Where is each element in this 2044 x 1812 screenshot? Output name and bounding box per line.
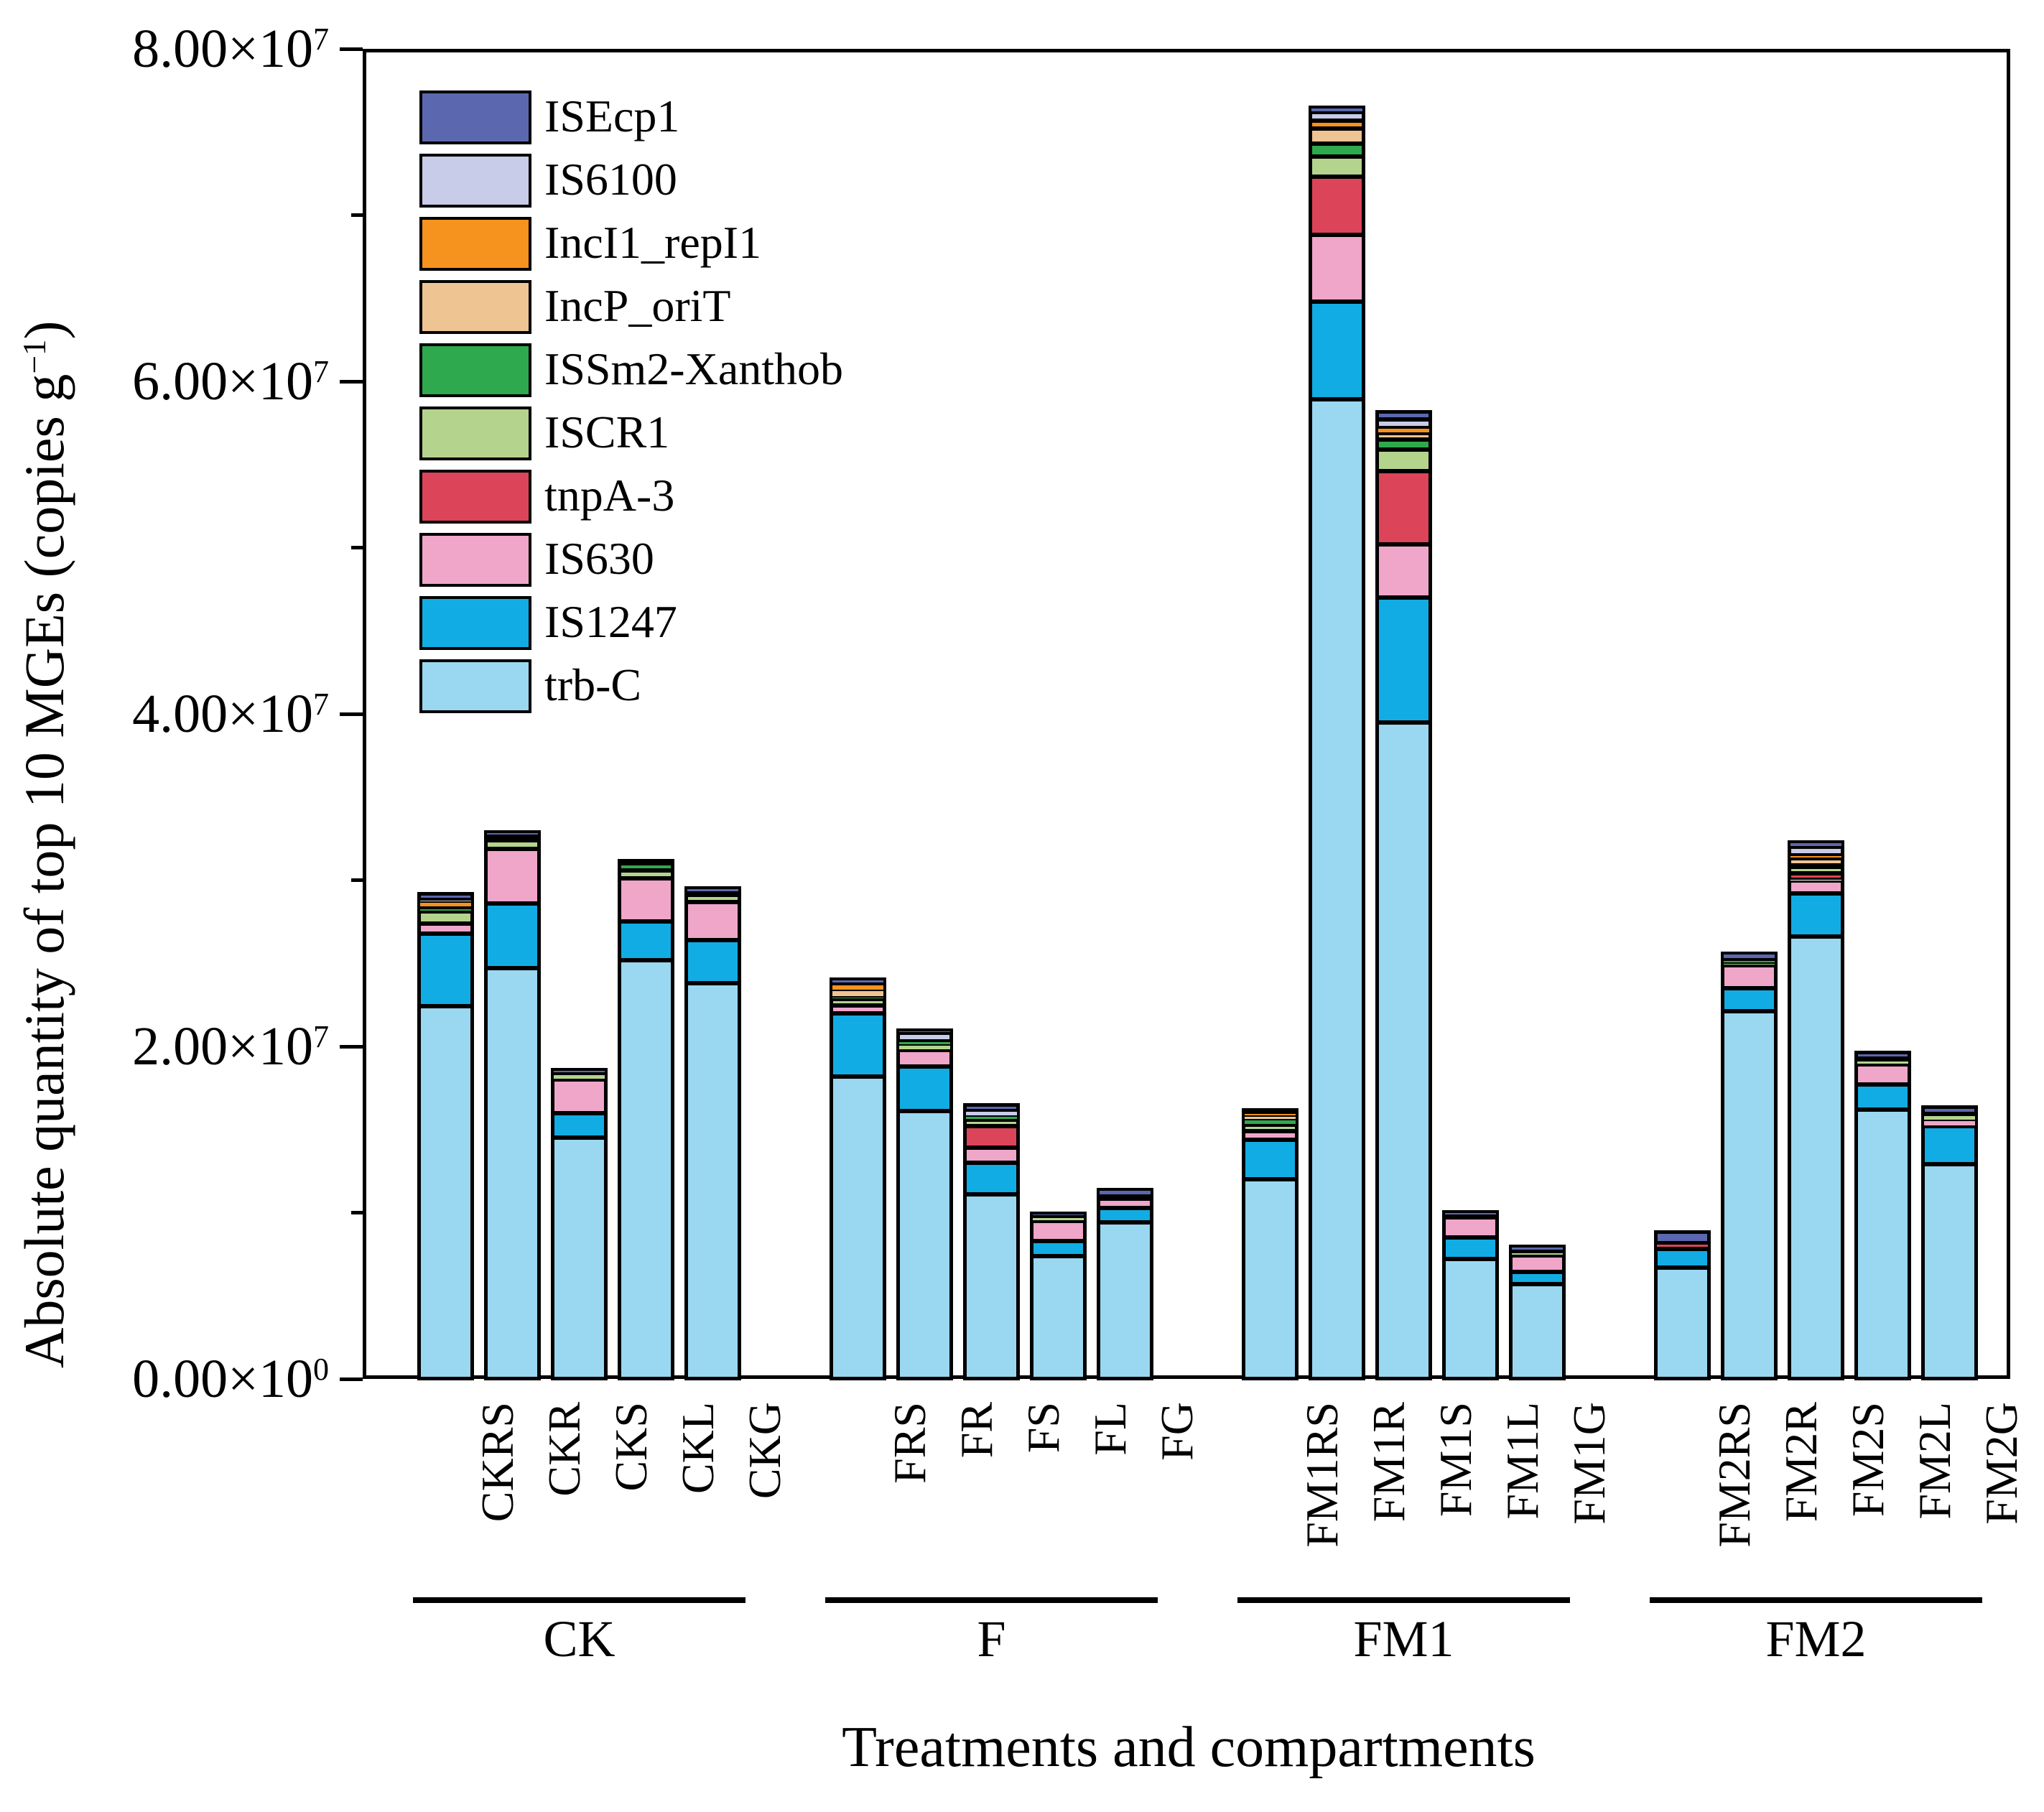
y-major-tick: [340, 1377, 363, 1381]
bar-segment-ISCR1: [1377, 449, 1431, 471]
legend-swatch-ISCR1: [419, 406, 531, 460]
y-tick-label: 0.00×100: [132, 1349, 329, 1409]
legend-swatch-trb-C: [419, 659, 531, 713]
legend-label: IS6100: [544, 154, 677, 205]
x-tick-label: CKG: [738, 1402, 790, 1500]
y-tick-label: 2.00×107: [132, 1016, 329, 1077]
x-tick-label: FM1L: [1496, 1402, 1548, 1520]
x-tick-label: FM2G: [1975, 1402, 2027, 1525]
bar-outline-FM2L: [1854, 1051, 1911, 1380]
bar-outline-FL: [1030, 1211, 1087, 1380]
bar-segment-ISCR1: [1310, 157, 1364, 177]
y-tick-label: 4.00×107: [132, 684, 329, 744]
legend-swatch-IncI1_repI1: [419, 217, 531, 271]
x-tick-label: FM2R: [1775, 1402, 1826, 1523]
bar-outline-FRS: [830, 977, 886, 1380]
bar-segment-IS1247: [1722, 988, 1776, 1012]
y-major-tick: [340, 1044, 363, 1049]
bar-segment-IS630: [1310, 235, 1364, 302]
y-minor-tick: [351, 1211, 363, 1214]
legend-label: IncP_oriT: [544, 280, 731, 331]
bar-outline-FM2R: [1721, 952, 1778, 1380]
x-axis-title: Treatments and compartments: [842, 1716, 1536, 1779]
bar-segment-IS1247: [965, 1163, 1018, 1195]
legend-label: IS630: [544, 533, 654, 584]
x-tick-label: FRS: [883, 1402, 935, 1484]
bar-outline-FM2RS: [1654, 1230, 1711, 1380]
bar-outline-CKR: [484, 830, 541, 1380]
bar-segment-IS630: [686, 901, 740, 940]
x-tick-label: FM2L: [1908, 1402, 1960, 1520]
bar-outline-FM1L: [1442, 1210, 1499, 1380]
y-minor-tick: [351, 546, 363, 549]
legend-label: ISCR1: [544, 406, 670, 457]
group-label-FM1: FM1: [1353, 1610, 1454, 1668]
bar-outline-FM2G: [1921, 1105, 1978, 1380]
bar-outline-FM1RS: [1242, 1107, 1299, 1380]
bar-outline-FS: [963, 1103, 1020, 1380]
bar-outline-FM1R: [1309, 106, 1365, 1380]
y-major-tick: [340, 47, 363, 51]
legend-swatch-IS630: [419, 533, 531, 587]
legend-label: IncI1_repI1: [544, 217, 762, 268]
group-underline-CK: [413, 1597, 745, 1603]
group-underline-FM2: [1650, 1597, 1982, 1603]
bar-outline-CKG: [684, 886, 741, 1380]
x-tick-label: FM2S: [1841, 1402, 1893, 1518]
x-tick-label: FM1S: [1429, 1402, 1481, 1518]
y-minor-tick: [351, 213, 363, 217]
y-major-tick: [340, 712, 363, 716]
legend-swatch-IncP_oriT: [419, 280, 531, 334]
legend-label: ISSm2-Xanthob: [544, 343, 843, 394]
legend-label: trb-C: [544, 659, 642, 710]
x-tick-label: FR: [950, 1402, 1002, 1459]
y-tick-label: 6.00×107: [132, 351, 329, 412]
x-tick-label: FM1R: [1362, 1402, 1414, 1523]
x-tick-label: CKRS: [471, 1402, 523, 1523]
group-underline-FM1: [1237, 1597, 1570, 1603]
y-major-tick: [340, 379, 363, 384]
legend-label: IS1247: [544, 596, 677, 647]
group-underline-F: [825, 1597, 1158, 1603]
x-tick-label: CKS: [605, 1402, 656, 1492]
group-label-FM2: FM2: [1765, 1610, 1867, 1668]
y-axis-title: Absolute quantity of top 10 MGEs (copies…: [13, 320, 75, 1368]
bar-segment-IS630: [552, 1079, 606, 1113]
bar-outline-FM2S: [1788, 840, 1844, 1380]
y-tick-label: 8.00×107: [132, 19, 329, 79]
bar-outline-FR: [896, 1028, 953, 1380]
x-tick-label: FM1RS: [1296, 1402, 1347, 1548]
x-tick-label: FM1G: [1563, 1402, 1615, 1525]
legend-label: ISEcp1: [544, 90, 680, 141]
bar-outline-FM1G: [1509, 1244, 1566, 1380]
x-tick-label: CKL: [672, 1402, 723, 1494]
legend-swatch-ISSm2-Xanthob: [419, 343, 531, 397]
bar-outline-CKRS: [417, 892, 474, 1380]
bar-outline-CKS: [551, 1068, 608, 1380]
legend-label: tnpA-3: [544, 470, 675, 521]
bar-outline-FM1S: [1375, 409, 1432, 1380]
legend-swatch-ISEcp1: [419, 90, 531, 144]
bar-segment-IS1247: [1655, 1249, 1709, 1268]
legend-swatch-tnpA-3: [419, 470, 531, 524]
x-tick-label: FG: [1151, 1402, 1202, 1461]
bar-outline-CKL: [618, 858, 674, 1380]
y-minor-tick: [351, 878, 363, 882]
legend-swatch-IS6100: [419, 154, 531, 208]
plot-frame: [363, 49, 2010, 1379]
group-label-F: F: [977, 1610, 1006, 1668]
x-tick-label: FS: [1017, 1402, 1069, 1454]
x-tick-label: FM2RS: [1708, 1402, 1760, 1548]
legend-swatch-IS1247: [419, 596, 531, 650]
bar-segment-IS1247: [898, 1066, 952, 1112]
group-label-CK: CK: [543, 1610, 615, 1668]
bar-outline-FG: [1097, 1188, 1153, 1380]
x-tick-label: FL: [1084, 1402, 1135, 1456]
x-tick-label: CKR: [538, 1402, 590, 1497]
